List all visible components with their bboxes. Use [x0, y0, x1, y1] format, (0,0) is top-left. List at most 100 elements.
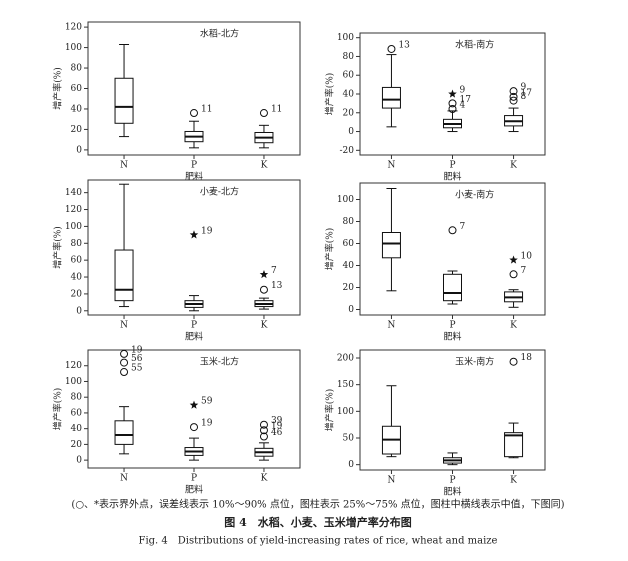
- y-tick-label: 60: [71, 84, 83, 94]
- outlier-circle: [120, 358, 129, 367]
- x-tick-label: K: [510, 476, 517, 486]
- outlier-label: 46: [271, 428, 283, 438]
- y-tick-label: 20: [71, 125, 83, 135]
- outlier-label: 59: [201, 397, 213, 407]
- outlier-star: [509, 255, 518, 264]
- x-tick-label: P: [449, 161, 455, 171]
- y-tick-label: 60: [71, 408, 83, 418]
- y-tick-label: 60: [343, 239, 355, 249]
- box: [504, 432, 524, 458]
- y-tick-label: 100: [65, 43, 82, 53]
- x-tick-label: N: [120, 161, 128, 171]
- outlier-circle: [120, 349, 129, 358]
- y-tick-label: 50: [343, 434, 355, 444]
- y-tick-label: 0: [76, 456, 82, 466]
- outlier-label: 19: [201, 419, 213, 429]
- outlier-circle: [387, 44, 396, 53]
- y-tick-label: 200: [337, 354, 354, 364]
- x-tick-label: P: [191, 474, 197, 484]
- outlier-label: 9: [521, 83, 527, 93]
- y-tick-label: 0: [76, 306, 82, 316]
- outlier-circle: [259, 420, 268, 429]
- y-tick-label: 80: [343, 52, 355, 62]
- outlier-circle: [259, 426, 268, 435]
- outlier-star: [259, 270, 269, 279]
- outlier-label: 17: [460, 95, 472, 105]
- y-tick-label: 0: [348, 460, 354, 470]
- box: [114, 77, 134, 124]
- y-tick-label: 40: [343, 261, 355, 271]
- y-tick-label: 0: [76, 145, 82, 155]
- outlier-circle: [509, 92, 518, 101]
- outlier-circle: [120, 368, 129, 377]
- panel-title: 水稻-北方: [200, 28, 239, 40]
- box: [114, 420, 134, 445]
- box: [381, 86, 401, 109]
- outlier-label: 9: [460, 86, 466, 96]
- box: [381, 232, 401, 259]
- outlier-label: 4: [460, 101, 466, 111]
- x-tick-label: P: [449, 476, 455, 486]
- outlier-circle: [509, 270, 518, 279]
- x-axis-label: 肥料: [443, 171, 461, 183]
- y-axis-label: 增产率(%): [52, 67, 64, 110]
- outlier-label: 7: [521, 266, 527, 276]
- outlier-label: 19: [201, 226, 213, 236]
- x-tick-label: P: [191, 161, 197, 171]
- y-tick-label: 100: [337, 407, 354, 417]
- x-tick-label: N: [388, 321, 396, 331]
- panel-title: 水稻-南方: [455, 39, 494, 51]
- outlier-label: 13: [398, 40, 410, 50]
- x-tick-label: N: [388, 161, 396, 171]
- x-tick-label: N: [120, 321, 128, 331]
- y-tick-label: 80: [71, 64, 83, 74]
- outlier-label: 13: [271, 281, 283, 291]
- y-tick-label: 40: [343, 90, 355, 100]
- outlier-circle: [259, 285, 268, 294]
- y-tick-label: 80: [71, 393, 83, 403]
- y-axis-label: 增产率(%): [324, 389, 336, 432]
- y-tick-label: 60: [343, 71, 355, 81]
- x-tick-label: K: [261, 474, 268, 484]
- y-tick-label: 80: [343, 217, 355, 227]
- outlier-label: 8: [521, 92, 527, 102]
- outlier-label: 19: [131, 345, 143, 355]
- y-tick-label: 20: [71, 289, 83, 299]
- outlier-label: 11: [201, 105, 212, 115]
- y-tick-label: 0: [348, 305, 354, 315]
- y-axis-label: 增产率(%): [324, 228, 336, 271]
- y-tick-label: 100: [65, 377, 82, 387]
- outlier-circle: [448, 99, 457, 108]
- x-tick-label: N: [120, 474, 128, 484]
- outlier-label: 39: [271, 416, 283, 426]
- y-tick-label: 20: [71, 440, 83, 450]
- outlier-label: 10: [521, 252, 533, 262]
- caption-title: 图 4 水稻、小麦、玉米增产率分布图: [224, 515, 411, 529]
- x-axis-label: 肥料: [185, 331, 203, 343]
- outlier-circle: [509, 87, 518, 96]
- outlier-star: [189, 400, 199, 409]
- outlier-circle: [259, 432, 268, 441]
- outlier-label: 11: [271, 105, 282, 115]
- y-tick-label: 100: [337, 33, 354, 43]
- x-tick-label: P: [449, 321, 455, 331]
- panel-title: 玉米-南方: [455, 356, 494, 368]
- x-tick-label: N: [388, 476, 396, 486]
- outlier-circle: [448, 105, 457, 114]
- y-tick-label: 0: [348, 127, 354, 137]
- y-tick-label: 100: [337, 195, 354, 205]
- y-tick-label: 150: [337, 380, 354, 390]
- y-tick-label: 40: [71, 424, 83, 434]
- x-tick-label: K: [261, 161, 268, 171]
- outlier-circle: [190, 109, 198, 118]
- outlier-label: 55: [131, 364, 143, 374]
- y-tick-label: 140: [65, 188, 82, 198]
- y-tick-label: 60: [71, 256, 83, 266]
- outlier-label: 7: [271, 266, 277, 276]
- outlier-circle: [190, 423, 198, 432]
- outlier-circle: [259, 109, 268, 118]
- y-tick-label: 20: [343, 108, 355, 118]
- y-tick-label: 100: [65, 222, 82, 232]
- outlier-label: 56: [131, 354, 143, 364]
- outlier-circle: [448, 226, 457, 235]
